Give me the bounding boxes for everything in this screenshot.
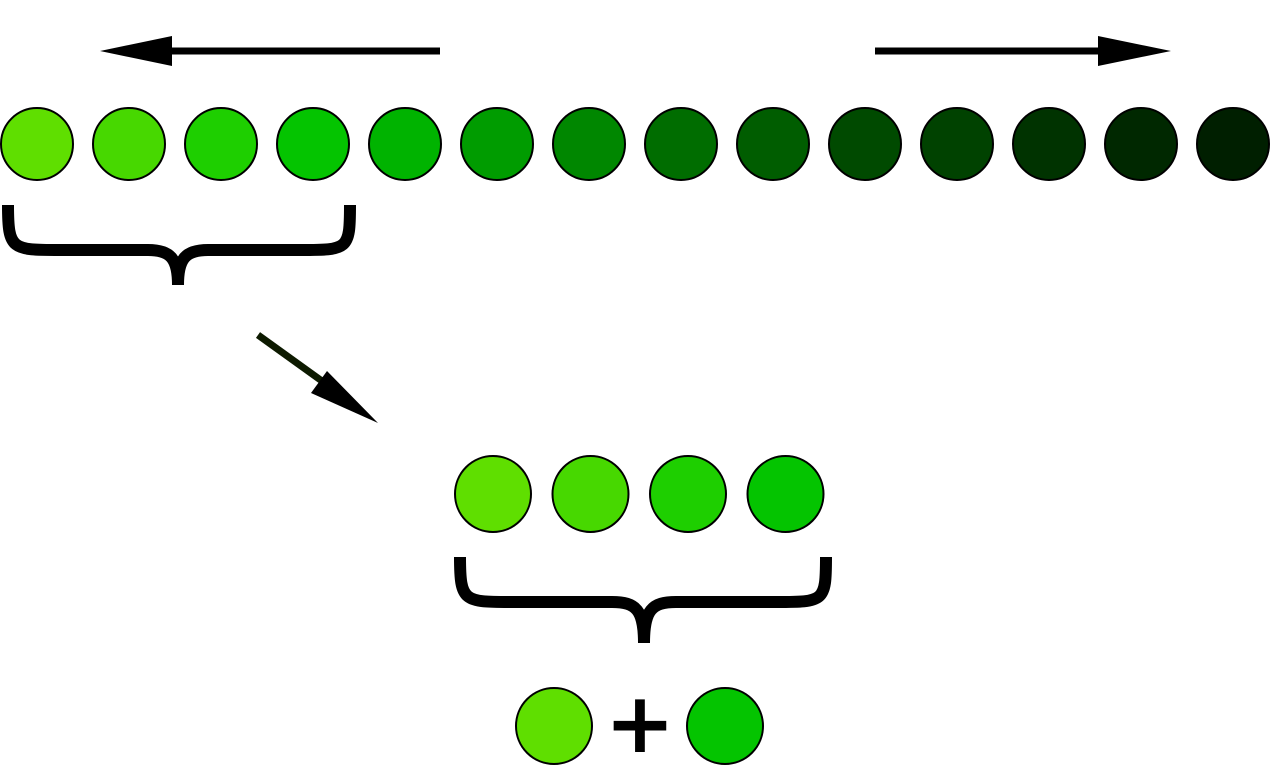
combo-right-circle xyxy=(686,687,764,765)
gradient-circle-2 xyxy=(92,107,166,181)
gradient-circle-10 xyxy=(828,107,902,181)
arrow-down-right-icon xyxy=(255,332,378,423)
top-brace xyxy=(2,204,356,286)
arrow-left-icon xyxy=(100,36,440,66)
gradient-circle-7 xyxy=(552,107,626,181)
selected-circle-4 xyxy=(746,455,825,533)
gradient-circle-11 xyxy=(920,107,994,181)
gradient-circle-9 xyxy=(736,107,810,181)
gradient-circle-1 xyxy=(0,107,74,181)
plus-sign: + xyxy=(605,674,675,767)
bottom-brace xyxy=(454,556,832,644)
gradient-circle-5 xyxy=(368,107,442,181)
gradient-circle-12 xyxy=(1012,107,1086,181)
gradient-circle-14 xyxy=(1196,107,1270,181)
gradient-circle-3 xyxy=(184,107,258,181)
selected-circle-3 xyxy=(649,455,727,533)
arrow-right-icon xyxy=(875,36,1171,66)
combo-left-circle xyxy=(515,687,593,765)
gradient-circle-row xyxy=(0,107,1270,181)
gradient-circle-6 xyxy=(460,107,534,181)
selected-circle-2 xyxy=(551,455,630,533)
selected-circle-1 xyxy=(454,455,532,533)
gradient-circle-8 xyxy=(644,107,718,181)
gradient-circle-4 xyxy=(276,107,350,181)
gradient-circle-13 xyxy=(1104,107,1178,181)
selected-circle-group xyxy=(454,455,825,533)
